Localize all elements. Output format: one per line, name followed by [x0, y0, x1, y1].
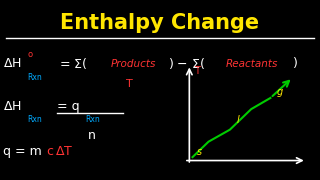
Text: Reactants: Reactants [226, 59, 278, 69]
Text: $\Delta$H: $\Delta$H [3, 57, 22, 70]
Text: n: n [88, 129, 96, 142]
Text: ) $-$ $\Sigma$(: ) $-$ $\Sigma$( [168, 56, 205, 71]
Text: c: c [46, 145, 53, 158]
Text: s: s [197, 147, 202, 157]
Text: $\Delta$H: $\Delta$H [3, 100, 22, 113]
Text: Rxn: Rxn [28, 73, 42, 82]
Text: = $\Sigma$(: = $\Sigma$( [59, 56, 87, 71]
Text: Rxn: Rxn [85, 115, 100, 124]
Text: Products: Products [110, 59, 156, 69]
Text: T: T [126, 79, 133, 89]
Text: $\Delta$T: $\Delta$T [55, 145, 74, 158]
Text: ): ) [293, 57, 298, 70]
Text: g: g [277, 87, 283, 97]
Text: = q: = q [57, 100, 80, 113]
Text: q = m: q = m [3, 145, 42, 158]
Text: T: T [194, 66, 199, 76]
Text: o: o [28, 50, 33, 59]
Text: Enthalpy Change: Enthalpy Change [60, 13, 260, 33]
Text: l: l [236, 115, 239, 125]
Text: Rxn: Rxn [28, 115, 42, 124]
